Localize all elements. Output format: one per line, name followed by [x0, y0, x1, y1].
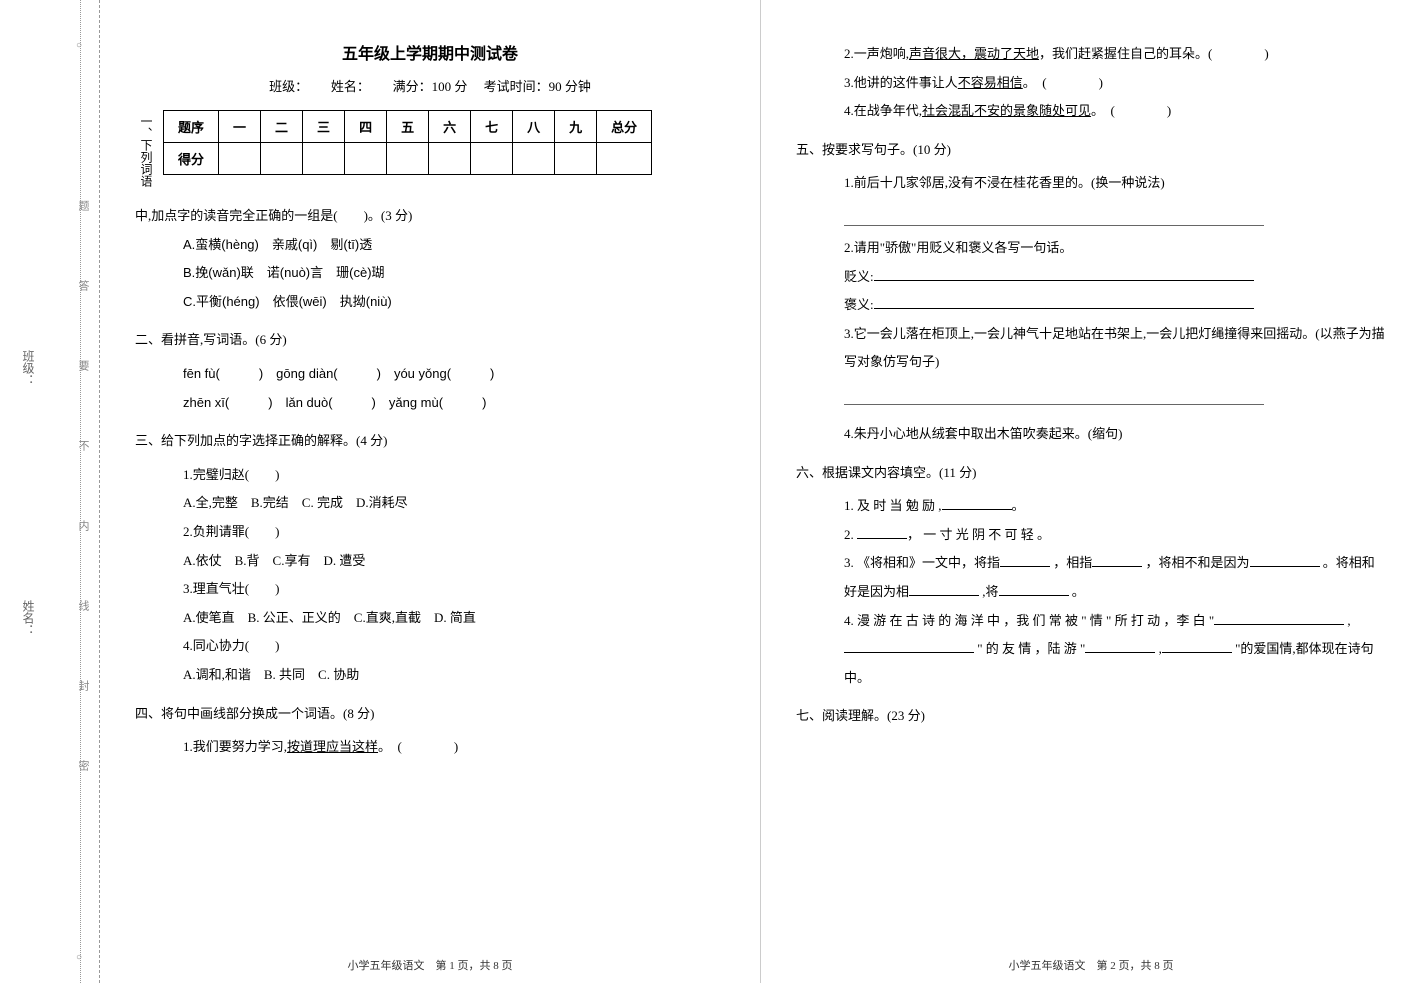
dotted-cut-line — [80, 0, 81, 983]
table-row: 题序 一 二 三 四 五 六 七 八 九 总分 — [164, 111, 652, 143]
time-label: 考试时间：90 分钟 — [484, 79, 591, 94]
q1-opt-b: B.挽(wǎn)联 诺(nuò)言 珊(cè)瑚 — [135, 259, 725, 288]
q6-1: 1. 及 时 当 勉 励 ,。 — [796, 492, 1386, 521]
q3-title: 三、给下列加点的字选择正确的解释。(4 分) — [135, 427, 725, 456]
q1-opt-a: A.蛮横(hèng) 亲戚(qì) 剔(tī)透 — [135, 231, 725, 260]
cut-bu: 不 — [75, 440, 91, 451]
col-6: 六 — [429, 111, 471, 143]
q6-2: 2. ， 一 寸 光 阴 不 可 轻 。 — [796, 521, 1386, 550]
meta-line: 班级： 姓名： 满分：100 分 考试时间：90 分钟 — [135, 76, 725, 95]
q5-1: 1.前后十几家邻居,没有不浸在桂花香里的。(换一种说法) — [796, 169, 1386, 198]
col-7: 七 — [471, 111, 513, 143]
q4-4-before: 4.在战争年代, — [844, 103, 922, 118]
q4-item-3: 3.他讲的这件事让人不容易相信。 ( ) — [796, 69, 1386, 98]
q4-cont: 2.一声炮响,声音很大，震动了天地，我们赶紧握住自己的耳朵。( ) 3.他讲的这… — [796, 40, 1386, 126]
q4-2-before: 2.一声炮响, — [844, 46, 909, 61]
binding-margin: ○ ○ 姓名： 班级： 密 封 线 内 不 要 答 题 — [0, 0, 100, 983]
q4-item-4: 4.在战争年代,社会混乱不安的景象随处可见。 ( ) — [796, 97, 1386, 126]
q4-2-ul: 声音很大，震动了天地 — [909, 46, 1039, 61]
cut-nei: 内 — [75, 520, 91, 531]
q4-4-after: 。 ( ) — [1091, 103, 1171, 118]
q1-prefix-vertical: 一、下列词语 — [135, 110, 155, 187]
paper-title: 五年级上学期期中测试卷 — [135, 40, 725, 64]
col-total: 总分 — [597, 111, 652, 143]
q1-section: 中,加点字的读音完全正确的一组是( )。(3 分) A.蛮横(hèng) 亲戚(… — [135, 202, 725, 316]
q3-2-opts: A.依仗 B.背 C.享有 D. 遭受 — [135, 547, 725, 576]
q6-title: 六、根据课文内容填空。(11 分) — [796, 459, 1386, 488]
q4-3-after: 。 ( ) — [1023, 75, 1103, 90]
q4-3-ul: 不容易相信 — [958, 75, 1023, 90]
q3-section: 三、给下列加点的字选择正确的解释。(4 分) 1.完璧归赵( ) A.全,完整 … — [135, 427, 725, 689]
cut-feng: 封 — [75, 680, 91, 691]
row2-label: 得分 — [164, 143, 219, 175]
q3-4-opts: A.调和,和谐 B. 共同 C. 协助 — [135, 661, 725, 690]
page-2: 2.一声炮响,声音很大，震动了天地，我们赶紧握住自己的耳朵。( ) 3.他讲的这… — [761, 0, 1421, 983]
footer-right: 小学五年级语文 第 2 页，共 8 页 — [761, 957, 1421, 973]
col-3: 三 — [303, 111, 345, 143]
q3-3-stem: 3.理直气壮( ) — [135, 575, 725, 604]
margin-class-label: 班级： — [20, 350, 37, 386]
q3-1-opts: A.全,完整 B.完结 C. 完成 D.消耗尽 — [135, 489, 725, 518]
cut-da: 答 — [75, 280, 91, 291]
q6-4: 4. 漫 游 在 古 诗 的 海 洋 中 ，我 们 常 被 " 情 " 所 打 … — [796, 607, 1386, 693]
class-label: 班级： — [269, 79, 302, 94]
q6-3: 3. 《将相和》一文中，将指 ，相指 ，将相不和是因为 。将相和好是因为相 ,将… — [796, 549, 1386, 606]
col-1: 一 — [219, 111, 261, 143]
col-9: 九 — [555, 111, 597, 143]
name-label: 姓名： — [331, 79, 364, 94]
cut-yao: 要 — [75, 360, 91, 371]
footer-left: 小学五年级语文 第 1 页，共 8 页 — [100, 957, 760, 973]
q1-stem: 中,加点字的读音完全正确的一组是( )。(3 分) — [135, 202, 725, 231]
q5-title: 五、按要求写句子。(10 分) — [796, 136, 1386, 165]
margin-name-label: 姓名： — [20, 600, 37, 636]
page-1: 五年级上学期期中测试卷 班级： 姓名： 满分：100 分 考试时间：90 分钟 … — [100, 0, 761, 983]
cut-xian: 线 — [75, 600, 91, 611]
q2-line1: fēn fù( ) gōng diàn( ) yóu yǒng( ) — [135, 360, 725, 389]
q3-1-stem: 1.完璧归赵( ) — [135, 461, 725, 490]
col-2: 二 — [261, 111, 303, 143]
q4-item-2: 2.一声炮响,声音很大，震动了天地，我们赶紧握住自己的耳朵。( ) — [796, 40, 1386, 69]
row1-label: 题序 — [164, 111, 219, 143]
q2-section: 二、看拼音,写词语。(6 分) fēn fù( ) gōng diàn( ) y… — [135, 326, 725, 417]
q4-title: 四、将句中画线部分换成一个词语。(8 分) — [135, 700, 725, 729]
cut-mi: 密 — [75, 760, 91, 771]
q3-3-opts: A.使笔直 B. 公正、正义的 C.直爽,直截 D. 简直 — [135, 604, 725, 633]
q4-4-ul: 社会混乱不安的景象随处可见 — [922, 103, 1091, 118]
q7-title: 七、阅读理解。(23 分) — [796, 702, 1386, 731]
col-5: 五 — [387, 111, 429, 143]
score-table: 题序 一 二 三 四 五 六 七 八 九 总分 得分 — [163, 110, 652, 175]
q4-1-before: 1.我们要努力学习, — [183, 739, 287, 754]
q1-opt-c: C.平衡(héng) 依偎(wēi) 执拗(niù) — [135, 288, 725, 317]
q7-section: 七、阅读理解。(23 分) — [796, 702, 1386, 731]
q2-line2: zhēn xī( ) lǎn duò( ) yǎng mù( ) — [135, 389, 725, 418]
q2-title: 二、看拼音,写词语。(6 分) — [135, 326, 725, 355]
q5-3: 3.它一会儿落在柜顶上,一会儿神气十足地站在书架上,一会儿把灯绳撞得来回摇动。(… — [796, 320, 1386, 377]
q3-4-stem: 4.同心协力( ) — [135, 632, 725, 661]
q4-1-ul: 按道理应当这样 — [287, 739, 378, 754]
col-4: 四 — [345, 111, 387, 143]
col-8: 八 — [513, 111, 555, 143]
q4-1-after: 。 ( ) — [378, 739, 458, 754]
q4-section: 四、将句中画线部分换成一个词语。(8 分) 1.我们要努力学习,按道理应当这样。… — [135, 700, 725, 762]
fullscore-label: 满分：100 分 — [393, 79, 468, 94]
q3-2-stem: 2.负荆请罪( ) — [135, 518, 725, 547]
q4-3-before: 3.他讲的这件事让人 — [844, 75, 958, 90]
page-container: ○ ○ 姓名： 班级： 密 封 线 内 不 要 答 题 五年级上学期期中测试卷 … — [0, 0, 1421, 983]
table-row: 得分 — [164, 143, 652, 175]
q4-2-after: ，我们赶紧握住自己的耳朵。( ) — [1039, 46, 1269, 61]
q5-bianyi: 贬义: — [796, 263, 1386, 292]
q5-baoyi: 褒义: — [796, 291, 1386, 320]
q5-2: 2.请用"骄傲"用贬义和褒义各写一句话。 — [796, 234, 1386, 263]
q5-4: 4.朱丹小心地从绒套中取出木笛吹奏起来。(缩句) — [796, 420, 1386, 449]
q4-item-1: 1.我们要努力学习,按道理应当这样。 ( ) — [135, 733, 725, 762]
answer-line — [844, 385, 1264, 405]
score-area: 一、下列词语 题序 一 二 三 四 五 六 七 八 九 总分 得分 — [135, 110, 725, 187]
answer-line — [844, 206, 1264, 226]
q6-section: 六、根据课文内容填空。(11 分) 1. 及 时 当 勉 励 ,。 2. ， 一… — [796, 459, 1386, 693]
q5-section: 五、按要求写句子。(10 分) 1.前后十几家邻居,没有不浸在桂花香里的。(换一… — [796, 136, 1386, 449]
cut-ti: 题 — [75, 200, 91, 211]
